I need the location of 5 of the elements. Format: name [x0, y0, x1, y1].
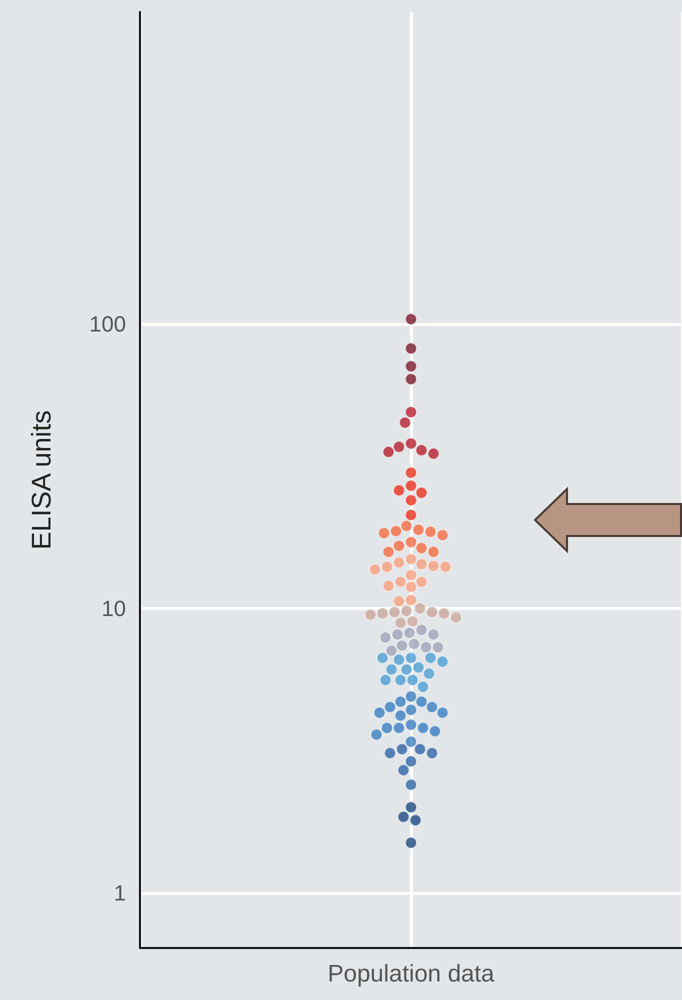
- x-tick-label: Population data: [328, 960, 496, 988]
- y-axis-title: ELISA units: [26, 410, 56, 550]
- y-tick-label: 1: [114, 880, 126, 906]
- y-tick-label: 10: [102, 596, 126, 621]
- y-tick-label: 100: [89, 312, 126, 336]
